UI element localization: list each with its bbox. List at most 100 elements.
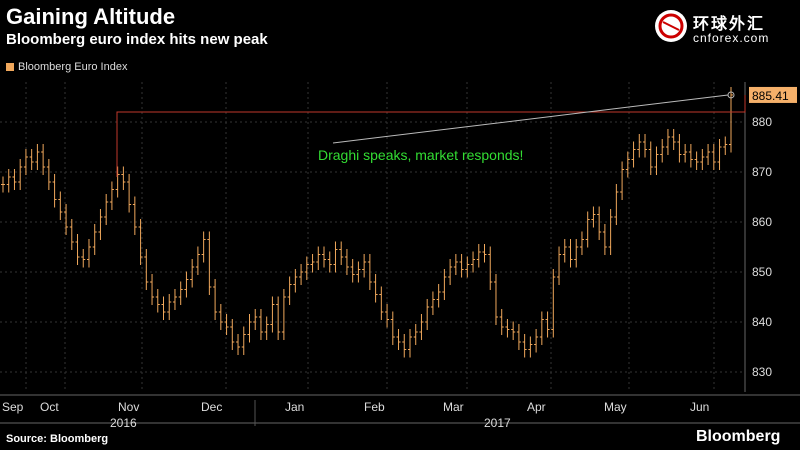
ohlc-bar <box>299 264 304 285</box>
ohlc-bar <box>104 194 109 225</box>
ohlc-bar <box>41 144 46 175</box>
ohlc-bar <box>459 254 464 278</box>
year-label: 2017 <box>484 416 511 430</box>
ohlc-bar <box>574 239 579 268</box>
ohlc-bar <box>688 144 693 168</box>
ohlc-bar <box>241 326 246 355</box>
ohlc-bar <box>539 311 544 345</box>
ohlc-bar <box>172 289 177 310</box>
ohlc-bar <box>264 316 269 340</box>
ohlc-bar <box>247 314 252 343</box>
ohlc-bar <box>683 144 688 163</box>
ohlc-bar <box>505 319 510 338</box>
ohlc-bar <box>551 269 556 338</box>
ohlc-bar <box>568 239 573 268</box>
x-tick-label: Jan <box>285 400 304 414</box>
ohlc-bar <box>471 251 476 273</box>
ohlc-bar <box>207 231 212 295</box>
grid-layer <box>0 82 745 392</box>
ohlc-bar <box>350 259 355 283</box>
x-tick-label: Jun <box>690 400 709 414</box>
ohlc-bar <box>304 256 309 280</box>
y-tick-label: 860 <box>752 215 772 229</box>
ohlc-bar <box>488 246 493 290</box>
legend-swatch <box>6 63 14 71</box>
ohlc-bar <box>430 291 435 315</box>
cnforex-logo-cn-text: 环球外汇 <box>693 16 766 33</box>
ohlc-bar <box>407 329 412 358</box>
x-tick-label: Sep <box>2 400 24 414</box>
ohlc-bar <box>402 334 407 358</box>
ohlc-bar <box>614 184 619 225</box>
ohlc-bar <box>64 204 69 235</box>
bloomberg-brand: Bloomberg <box>696 428 781 445</box>
ohlc-bar <box>419 314 424 340</box>
ohlc-bar <box>620 161 625 200</box>
ohlc-bar <box>121 166 126 190</box>
ohlc-bar <box>322 246 327 268</box>
ohlc-bar <box>270 296 275 333</box>
ohlc-bar <box>665 129 670 155</box>
ohlc-bar <box>711 144 716 170</box>
ohlc-bar <box>723 136 728 155</box>
legend-label: Bloomberg Euro Index <box>18 61 128 73</box>
ohlc-bar <box>660 139 665 163</box>
ohlc-bar <box>161 296 166 320</box>
ohlc-bar <box>58 191 63 220</box>
ohlc-bar <box>373 274 378 303</box>
ohlc-bar <box>316 246 321 270</box>
ohlc-bar <box>499 309 504 335</box>
ohlc-bar <box>631 141 636 168</box>
ohlc-bar <box>29 149 34 170</box>
source-note: Source: Bloomberg <box>6 433 109 445</box>
ohlc-bar <box>195 246 200 275</box>
ohlc-bar <box>167 294 172 320</box>
x-tick-label: Feb <box>364 400 385 414</box>
annotation-layer: Draghi speaks, market responds! 885.41 <box>116 86 797 177</box>
y-axis: 830 840 850 860 870 880 <box>0 82 800 424</box>
ohlc-bar <box>287 276 292 305</box>
ohlc-bar <box>516 324 521 350</box>
ohlc-bar <box>367 254 372 290</box>
ohlc-bar <box>18 159 23 190</box>
ohlc-bar <box>155 289 160 313</box>
ohlc-bar <box>442 269 447 300</box>
ohlc-bar <box>643 134 648 158</box>
x-tick-label: Nov <box>118 400 139 414</box>
ohlc-bar <box>425 299 430 330</box>
ohlc-bar <box>127 174 132 213</box>
ohlc-bar <box>258 309 263 340</box>
trend-line <box>332 94 729 144</box>
ohlc-bar <box>201 231 206 263</box>
ohlc-bar <box>396 329 401 350</box>
ohlc-bar <box>92 224 97 255</box>
ohlc-bar <box>362 254 367 278</box>
ohlc-bar <box>190 259 195 288</box>
ohlc-bar <box>356 261 361 283</box>
ohlc-bar <box>476 244 481 268</box>
ohlc-bar <box>413 324 418 345</box>
ohlc-bar <box>184 271 189 298</box>
y-tick-label: 880 <box>752 115 772 129</box>
last-value-label: 885.41 <box>752 89 789 103</box>
ohlc-bar <box>132 196 137 235</box>
ohlc-bar <box>625 151 630 178</box>
ohlc-bar <box>677 134 682 163</box>
ohlc-bar <box>52 174 57 208</box>
chart-legend: Bloomberg Euro Index <box>6 61 127 73</box>
ohlc-bar <box>138 219 143 265</box>
ohlc-bar <box>654 146 659 175</box>
x-tick-label: Dec <box>201 400 222 414</box>
ohlc-bar <box>385 304 390 328</box>
ohlc-bar <box>608 209 613 255</box>
ohlc-bar <box>597 206 602 240</box>
ohlc-bar <box>327 251 332 273</box>
ohlc-bar <box>236 334 241 355</box>
y-tick-label: 830 <box>752 365 772 379</box>
ohlc-bar <box>390 311 395 345</box>
ohlc-bar <box>671 129 676 150</box>
ohlc-bar <box>98 209 103 240</box>
ohlc-bar <box>178 281 183 305</box>
last-value-badge <box>749 86 797 103</box>
